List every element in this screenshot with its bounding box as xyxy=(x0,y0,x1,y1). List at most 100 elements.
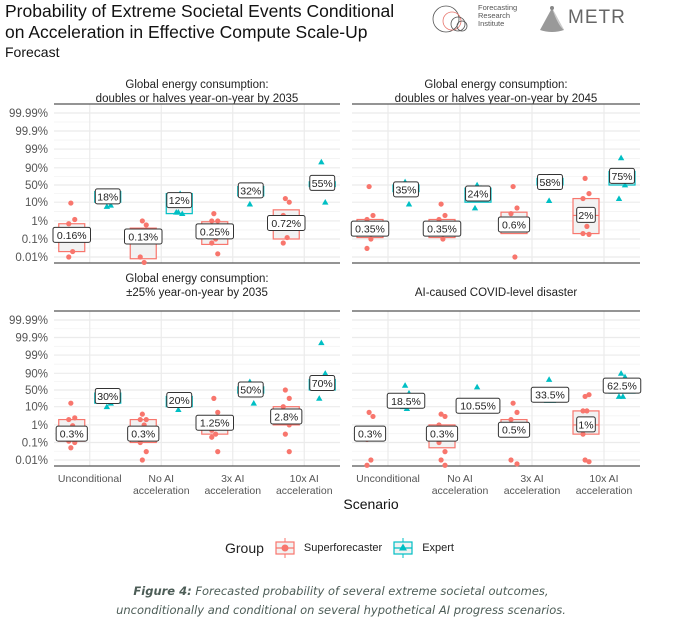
expert-point xyxy=(107,202,114,208)
superforecaster-point xyxy=(580,195,586,202)
superforecaster-box: 0.13% xyxy=(124,218,163,266)
x-tick-label: No AI xyxy=(447,473,473,485)
superforecaster-point xyxy=(209,434,215,440)
superforecaster-box: 0.6% xyxy=(497,183,531,260)
median-label-box xyxy=(55,425,88,442)
expert-point xyxy=(471,204,479,211)
superforecaster-point xyxy=(514,409,520,415)
median-label: 2% xyxy=(578,210,593,222)
superforecaster-box: 0.3% xyxy=(55,400,88,451)
x-tick-label: No AI xyxy=(148,473,174,485)
median-label-box xyxy=(195,223,234,240)
panel-title: Global energy consumption: xyxy=(125,79,268,91)
superforecaster-box: 0.3% xyxy=(425,411,459,468)
superforecaster-point xyxy=(139,218,145,224)
expert-point xyxy=(619,393,627,399)
superforecaster-point xyxy=(364,462,370,468)
caption-prefix: Figure 4: xyxy=(133,584,192,598)
superforecaster-point xyxy=(143,449,149,455)
median-label: 0.35% xyxy=(427,224,457,236)
expert-point xyxy=(322,370,329,376)
median-label: 75% xyxy=(611,171,632,183)
superforecaster-box: 2% xyxy=(572,175,600,237)
superforecaster-point xyxy=(215,251,221,257)
median-label: 0.13% xyxy=(128,231,158,243)
median-label-box xyxy=(422,220,462,237)
superforecaster-point xyxy=(582,393,588,400)
median-label: 10.55% xyxy=(460,401,496,413)
median-label-box xyxy=(497,421,531,438)
median-label-box xyxy=(267,215,306,232)
fri-line2: Research xyxy=(478,11,511,20)
superforecaster-point xyxy=(211,211,217,217)
legend-title: Group xyxy=(225,540,264,556)
median-label: 0.72% xyxy=(271,218,301,230)
median-label: 20% xyxy=(169,395,190,407)
superforecaster-point xyxy=(209,218,215,224)
caption-text1: Forecasted probability of several extrem… xyxy=(191,584,549,598)
superforecaster-point xyxy=(582,457,588,463)
superforecaster-point xyxy=(284,234,290,241)
expert-point xyxy=(545,197,553,203)
panel-title: Global energy consumption: xyxy=(424,79,567,91)
x-tick-label: acceleration xyxy=(276,485,333,497)
expert-box: 33.5% xyxy=(530,376,570,403)
y-tick-label: 0.01% xyxy=(15,455,48,467)
superforecaster-point xyxy=(580,408,586,414)
expert-box: 18.5% xyxy=(386,382,426,411)
superforecaster-box: 0.5% xyxy=(497,400,531,467)
chart-title-line2: on Acceleration in Effective Compute Sca… xyxy=(5,22,368,42)
x-tick-label: 10x AI xyxy=(290,473,319,485)
median-label-box xyxy=(309,174,336,191)
metr-logo-text: METR xyxy=(568,7,626,28)
superforecaster-box: 1.25% xyxy=(195,395,234,455)
median-label: 0.25% xyxy=(200,226,230,238)
median-label: 0.5% xyxy=(502,425,526,437)
median-label-box xyxy=(576,206,596,223)
superforecaster-point xyxy=(442,413,448,420)
expert-point xyxy=(473,383,481,390)
expert-point xyxy=(179,210,186,217)
x-tick-label: 3x AI xyxy=(221,473,244,485)
superforecaster-box: 1% xyxy=(572,392,600,465)
superforecaster-box: 0.35% xyxy=(350,183,390,252)
superforecaster-box: 0.72% xyxy=(267,195,306,246)
median-label-box xyxy=(530,386,570,403)
superforecaster-point xyxy=(68,400,74,406)
expert-box: 12% xyxy=(165,190,193,217)
superforecaster-point xyxy=(143,416,149,423)
median-label-box xyxy=(52,226,91,243)
median-label: 35% xyxy=(395,184,416,196)
superforecaster-point xyxy=(442,449,448,455)
caption-line1: Figure 4: Forecasted probability of seve… xyxy=(0,582,682,601)
expert-point xyxy=(250,399,257,406)
superforecaster-point xyxy=(366,409,372,415)
median-label-box xyxy=(393,181,419,198)
expert-point xyxy=(246,200,254,207)
expert-box: 55% xyxy=(308,158,336,205)
fri-line1: Forecasting xyxy=(478,3,518,12)
legend-label-expert: Expert xyxy=(422,542,454,554)
expert-point xyxy=(173,208,180,215)
chart-title-line1: Probability of Extreme Societal Events C… xyxy=(5,1,395,21)
panel-4: AI-caused COVID-level disaster Unconditio… xyxy=(352,287,642,497)
median-label: 0.6% xyxy=(502,219,526,231)
superforecaster-point xyxy=(364,245,370,252)
expert-point xyxy=(316,395,323,401)
x-tick-label: acceleration xyxy=(204,485,261,497)
median-label-box xyxy=(465,185,491,202)
superforecaster-point xyxy=(286,199,292,205)
median-label: 0.35% xyxy=(355,224,385,236)
expert-point xyxy=(621,181,629,188)
superforecaster-box: 2.8% xyxy=(270,387,303,455)
superforecaster-point xyxy=(586,231,592,237)
superforecaster-point xyxy=(215,449,221,455)
superforecaster-point xyxy=(368,457,374,463)
panel-title: ±25% year-on-year by 2035 xyxy=(126,287,268,299)
superforecaster-point xyxy=(211,395,217,401)
superforecaster-point xyxy=(370,413,376,420)
fri-logo-text: Forecasting Research Institute xyxy=(478,4,517,28)
y-tick-label: 50% xyxy=(25,385,48,397)
superforecaster-point xyxy=(280,240,286,246)
median-label: 1% xyxy=(578,419,593,431)
